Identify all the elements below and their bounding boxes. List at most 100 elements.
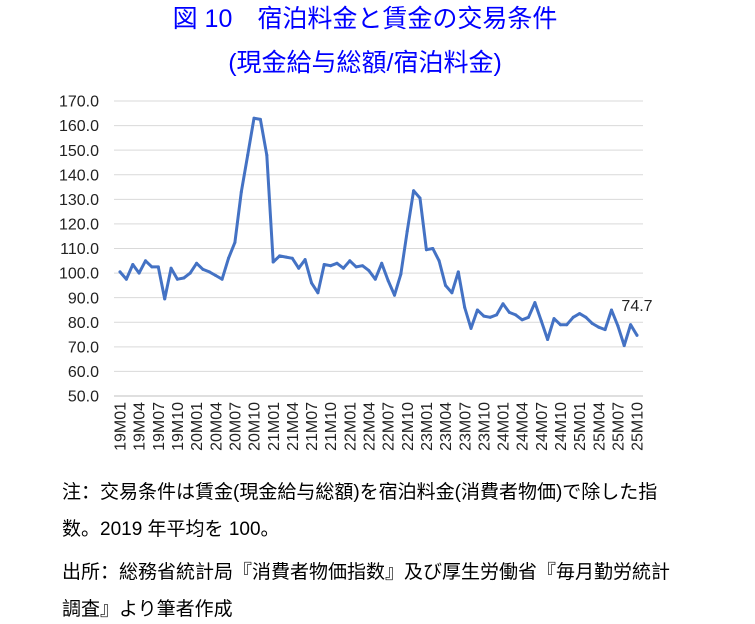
y-tick-label: 170.0 (59, 94, 99, 111)
data-point (137, 271, 141, 275)
y-axis-tick-labels: 50.0 60.0 70.0 80.0 90.0 100.0 110.0 120.0 130.0… (59, 94, 99, 406)
data-point (150, 265, 154, 269)
y-tick-label: 130.0 (59, 192, 99, 209)
series-line (118, 116, 639, 348)
data-point (341, 266, 345, 270)
data-point (239, 190, 243, 194)
data-point (533, 301, 537, 305)
x-tick-label: 19M04 (132, 402, 149, 451)
y-tick-label: 80.0 (68, 315, 99, 332)
data-point (252, 116, 256, 120)
x-tick-label: 21M07 (304, 402, 321, 451)
data-point (246, 153, 250, 157)
data-point (590, 322, 594, 325)
data-point (520, 318, 524, 322)
data-point (418, 196, 422, 200)
x-tick-label: 22M01 (342, 402, 359, 451)
data-point (156, 265, 160, 269)
data-point (271, 260, 275, 264)
data-point (367, 269, 371, 273)
data-point (214, 274, 218, 277)
data-point (482, 314, 486, 318)
data-point (412, 189, 416, 193)
x-tick-label: 24M04 (515, 402, 532, 451)
data-point (258, 117, 262, 121)
x-tick-label: 24M07 (534, 402, 551, 451)
data-point (290, 256, 294, 260)
y-tick-label: 70.0 (68, 339, 99, 356)
data-point (507, 310, 511, 314)
note-line: 注：交易条件は賃金(現金給与総額)を宿泊料金(消費者物価)で除した指 (62, 482, 658, 503)
y-tick-label: 60.0 (68, 364, 99, 381)
x-tick-label: 23M01 (419, 402, 436, 451)
x-tick-label: 25M07 (610, 402, 627, 451)
data-point (175, 277, 179, 281)
data-point (354, 265, 358, 269)
x-tick-label: 25M01 (572, 402, 589, 451)
data-point (629, 323, 633, 327)
data-label: 74.7 (621, 298, 652, 315)
data-point (635, 333, 639, 337)
data-point (584, 315, 588, 319)
x-tick-label: 19M01 (113, 402, 130, 451)
data-point (456, 270, 460, 274)
data-point (297, 266, 301, 270)
source-line: 調査』より筆者作成 (62, 599, 233, 620)
x-tick-label: 24M10 (553, 402, 570, 451)
data-point (444, 283, 447, 287)
data-point (335, 261, 339, 265)
data-point (610, 308, 613, 312)
data-point (488, 315, 492, 319)
line-chart: 50.0 60.0 70.0 80.0 90.0 100.0 110.0 120.0 130.0… (59, 94, 653, 451)
x-tick-label: 24M01 (496, 402, 513, 451)
data-point (188, 271, 192, 275)
data-point (220, 277, 224, 281)
data-point (169, 266, 173, 270)
data-point (329, 264, 333, 268)
chart-title: 図 10 宿泊料金と賃金の交易条件 (172, 5, 558, 33)
x-tick-label: 20M04 (208, 402, 225, 451)
data-point (124, 277, 128, 281)
x-tick-label: 21M10 (323, 402, 340, 451)
y-tick-label: 150.0 (59, 143, 99, 160)
data-point (552, 317, 556, 321)
x-tick-label: 19M07 (151, 402, 168, 451)
data-point (603, 328, 607, 332)
data-point (131, 263, 135, 266)
data-point (539, 319, 543, 323)
y-tick-label: 160.0 (59, 118, 99, 135)
data-point (450, 291, 454, 295)
data-point (182, 276, 186, 280)
data-point (303, 258, 307, 262)
data-point (514, 313, 518, 317)
data-point (361, 264, 364, 268)
data-labels: 74.7 (621, 298, 652, 315)
data-point (278, 254, 282, 258)
y-tick-label: 100.0 (59, 266, 99, 283)
data-point (437, 259, 441, 263)
y-tick-label: 50.0 (68, 389, 99, 406)
y-tick-label: 120.0 (59, 217, 99, 234)
x-tick-label: 20M01 (189, 402, 206, 451)
data-point (501, 302, 505, 306)
x-axis-tick-labels: 19M01 19M04 19M07 19M10 20M01 20M04 20M07 20M10… (113, 402, 647, 451)
data-point (578, 312, 582, 316)
x-tick-label: 25M04 (591, 402, 608, 451)
data-point (565, 323, 569, 327)
data-point (424, 248, 428, 252)
data-point (227, 256, 230, 260)
y-tick-label: 90.0 (68, 290, 99, 307)
data-point (284, 255, 288, 259)
data-point (195, 261, 199, 265)
note-line: 数。2019 年平均を 100。 (62, 519, 280, 540)
data-point (144, 259, 147, 263)
data-point (405, 229, 409, 233)
x-tick-label: 20M07 (227, 402, 244, 451)
data-point (597, 325, 601, 329)
data-point (310, 281, 313, 285)
gridlines (114, 100, 643, 397)
data-point (373, 277, 377, 281)
x-tick-label: 23M07 (457, 402, 474, 451)
data-point (399, 272, 403, 276)
data-point (118, 270, 122, 274)
